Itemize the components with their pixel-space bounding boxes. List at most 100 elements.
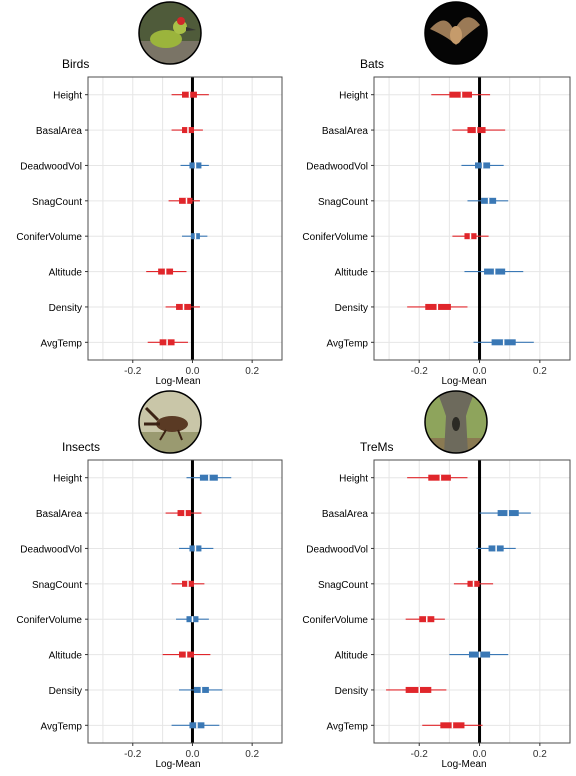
panel-insects: Insects Height BasalArea DeadwoodVol SnagCou… [16,390,283,770]
y-tick-label: SnagCount [318,197,368,208]
y-tick-label: Altitude [49,268,83,279]
panel-trems: TreMs Height BasalArea DeadwoodVol SnagCount… [302,390,571,770]
estimate-altitude [449,651,509,658]
y-tick-label: Density [335,303,368,314]
estimate-height [171,91,209,98]
estimate-basalarea [171,127,203,134]
estimate-deadwoodvol [476,545,516,552]
y-tick-label: Density [49,686,82,697]
panel-border [373,459,571,744]
plot-area [374,77,570,360]
x-axis-label: Log-Mean [441,759,486,770]
y-tick-label: ConiferVolume [16,615,82,626]
panel-title: Insects [62,440,100,454]
panel-border [373,76,571,361]
bat-photo [425,2,487,64]
estimate-basalarea [452,127,506,134]
y-tick-label: AvgTemp [40,338,82,349]
estimate-altitude [162,651,211,658]
estimate-density [407,303,468,310]
estimate-avgtemp [473,339,534,346]
y-tick-label: AvgTemp [326,721,368,732]
y-tick-label: ConiferVolume [302,232,368,243]
inner-interval [428,474,451,481]
estimate-height [186,474,232,481]
x-tick-label: 0.2 [245,749,259,760]
panel-title: Bats [360,57,384,71]
panel-title: TreMs [360,440,394,454]
estimate-conifervolume [182,233,208,240]
x-tick-label: -0.2 [411,366,429,377]
estimate-basalarea [165,510,202,517]
photo-frame [424,390,488,454]
inner-interval [405,686,432,693]
estimate-avgtemp [147,339,188,346]
panel-border [87,76,283,361]
y-tick-label: DeadwoodVol [20,161,82,172]
y-tick-label: BasalArea [322,126,369,137]
estimate-deadwoodvol [461,162,504,169]
panel-title: Birds [62,57,89,71]
estimate-height [431,91,491,98]
estimate-deadwoodvol [180,162,209,169]
estimate-avgtemp [171,722,220,729]
y-tick-label: Density [335,686,368,697]
y-tick-label: Altitude [335,268,369,279]
x-tick-label: 0.0 [473,749,487,760]
x-tick-label: 0.0 [186,366,200,377]
x-axis-label: Log-Mean [441,376,486,387]
panel-birds: Birds Height BasalArea DeadwoodVol SnagCount… [16,1,283,387]
estimate-height [407,474,468,481]
y-tick-label: SnagCount [32,580,82,591]
estimate-basalarea [479,510,531,517]
photo-frame [138,390,202,454]
x-tick-label: 0.2 [533,749,547,760]
panel-bats: Bats Height BasalArea DeadwoodVol SnagCount C… [302,1,571,387]
estimate-deadwoodvol [179,545,214,552]
plot-area [88,77,282,360]
y-tick-label: ConiferVolume [16,232,82,243]
estimate-density [165,303,200,310]
y-tick-label: ConiferVolume [302,615,368,626]
y-tick-label: Altitude [49,651,83,662]
y-tick-label: BasalArea [322,509,369,520]
inner-interval [449,91,472,98]
estimate-conifervolume [452,233,489,240]
y-tick-label: Density [49,303,82,314]
y-tick-label: Altitude [335,651,369,662]
estimate-density [386,686,447,693]
x-tick-label: 0.0 [186,749,200,760]
y-tick-label: DeadwoodVol [20,544,82,555]
y-tick-label: BasalArea [36,509,83,520]
x-tick-label: -0.2 [124,366,142,377]
y-tick-label: DeadwoodVol [306,161,368,172]
photo-frame [138,1,202,65]
plot-area [88,460,282,743]
inner-interval [425,303,451,310]
estimate-avgtemp [422,722,483,729]
x-axis-label: Log-Mean [155,376,200,387]
estimate-altitude [464,268,524,275]
stag-beetle-photo [139,391,201,453]
y-tick-label: Height [339,91,368,102]
estimate-snagcount [467,197,509,204]
y-tick-label: BasalArea [36,126,83,137]
x-tick-label: 0.0 [473,366,487,377]
photo-frame [424,1,488,65]
estimate-conifervolume [176,616,209,623]
estimate-conifervolume [405,616,445,623]
x-tick-label: -0.2 [124,749,142,760]
estimate-snagcount [171,580,205,587]
x-tick-label: 0.2 [245,366,259,377]
y-tick-label: AvgTemp [40,721,82,732]
estimate-snagcount [453,580,494,587]
x-axis-label: Log-Mean [155,759,200,770]
y-tick-label: SnagCount [318,580,368,591]
y-tick-label: AvgTemp [326,338,368,349]
green-woodpecker-photo [139,2,201,64]
x-tick-label: -0.2 [411,749,429,760]
estimate-snagcount [168,197,200,204]
y-tick-label: SnagCount [32,197,82,208]
